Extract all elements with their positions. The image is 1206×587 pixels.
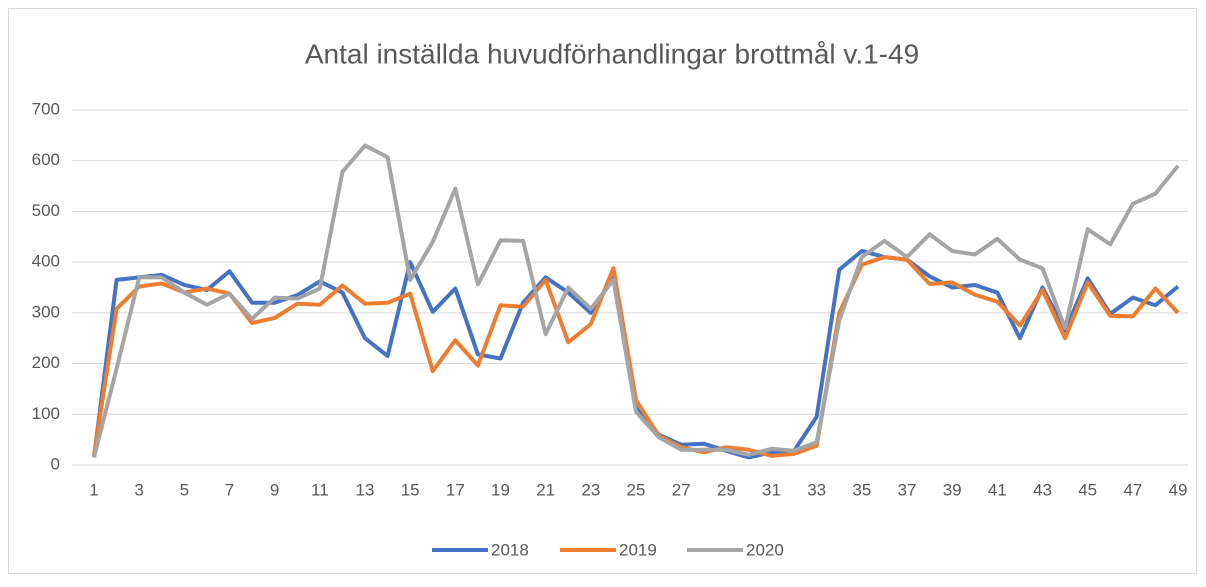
legend-label: 2018 bbox=[491, 540, 529, 559]
x-tick-label: 19 bbox=[491, 480, 510, 499]
x-tick-label: 29 bbox=[717, 480, 736, 499]
x-tick-label: 35 bbox=[852, 480, 871, 499]
x-tick-label: 17 bbox=[446, 480, 465, 499]
x-tick-label: 47 bbox=[1123, 480, 1142, 499]
x-tick-label: 21 bbox=[536, 480, 555, 499]
x-tick-label: 25 bbox=[627, 480, 646, 499]
y-tick-label: 700 bbox=[32, 99, 60, 118]
y-tick-label: 100 bbox=[32, 404, 60, 423]
x-tick-label: 1 bbox=[89, 480, 98, 499]
x-tick-label: 13 bbox=[356, 480, 375, 499]
y-tick-label: 600 bbox=[32, 150, 60, 169]
x-tick-label: 7 bbox=[225, 480, 234, 499]
x-tick-label: 9 bbox=[270, 480, 279, 499]
y-tick-label: 400 bbox=[32, 252, 60, 271]
series-line bbox=[92, 143, 1180, 458]
x-tick-label: 5 bbox=[180, 480, 189, 499]
x-tick-label: 3 bbox=[134, 480, 143, 499]
x-tick-label: 33 bbox=[807, 480, 826, 499]
x-tick-label: 23 bbox=[581, 480, 600, 499]
x-tick-label: 45 bbox=[1078, 480, 1097, 499]
x-tick-label: 31 bbox=[762, 480, 781, 499]
x-tick-label: 15 bbox=[401, 480, 420, 499]
x-tick-label: 39 bbox=[943, 480, 962, 499]
x-tick-label: 49 bbox=[1169, 480, 1188, 499]
legend-label: 2019 bbox=[619, 540, 657, 559]
x-tick-label: 27 bbox=[672, 480, 691, 499]
y-tick-label: 500 bbox=[32, 201, 60, 220]
x-tick-label: 43 bbox=[1033, 480, 1052, 499]
x-tick-label: 41 bbox=[988, 480, 1007, 499]
y-tick-label: 200 bbox=[32, 353, 60, 372]
x-tick-label: 11 bbox=[311, 480, 329, 499]
x-tick-label: 37 bbox=[898, 480, 917, 499]
y-tick-label: 0 bbox=[51, 454, 60, 473]
legend-label: 2020 bbox=[746, 540, 784, 559]
chart-title: Antal inställda huvudförhandlingar brott… bbox=[305, 38, 919, 69]
y-tick-label: 300 bbox=[32, 302, 60, 321]
